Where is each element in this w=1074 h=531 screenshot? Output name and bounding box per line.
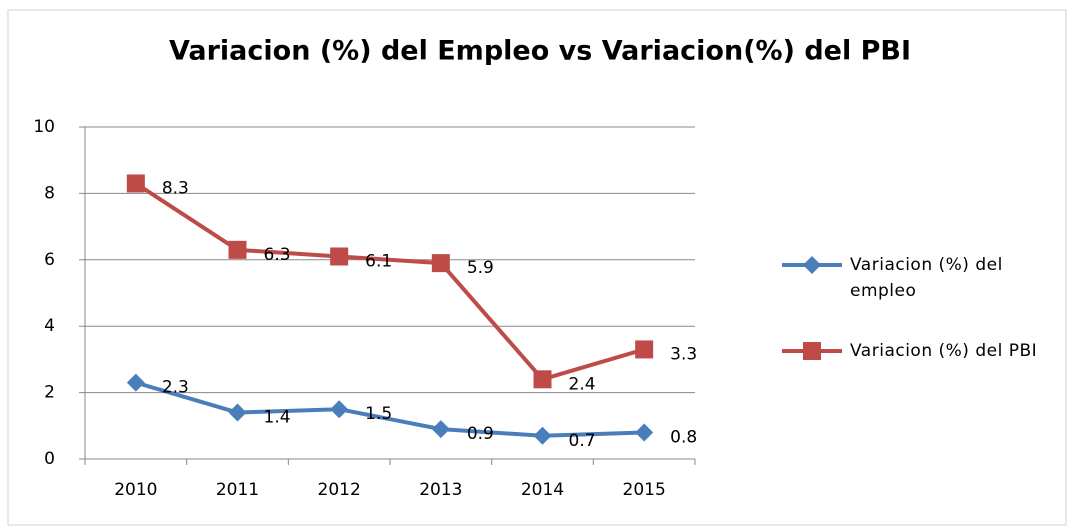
legend-label: Variacion (%) del empleo (850, 255, 1003, 301)
data-point (228, 240, 247, 259)
series-line (135, 380, 645, 438)
y-tick-label: 2 (44, 383, 55, 403)
data-label: 3.3 (670, 344, 697, 364)
series-line (134, 181, 645, 382)
data-label: 6.1 (365, 251, 392, 271)
data-label: 1.4 (264, 408, 291, 428)
x-tick-label: 2014 (521, 480, 564, 500)
y-tick-label: 0 (44, 449, 55, 469)
x-tick-label: 2012 (318, 480, 361, 500)
legend-marker (803, 256, 821, 274)
legend-icon (782, 256, 842, 274)
legend-label: Variacion (%) del PBI (850, 341, 1038, 361)
data-label: 0.8 (670, 427, 697, 447)
data-point (533, 370, 552, 389)
data-label: 8.3 (162, 178, 189, 198)
data-point (330, 247, 349, 266)
data-label: 0.7 (569, 431, 596, 451)
legend-item: Variacion (%) del empleo (780, 252, 1070, 304)
data-label: 5.9 (467, 258, 494, 278)
legend-marker (803, 342, 821, 360)
legend-item: Variacion (%) del PBI (780, 338, 1070, 364)
data-label: 6.3 (264, 245, 291, 265)
data-label: 0.9 (467, 424, 494, 444)
data-label: 2.3 (162, 378, 189, 398)
data-point (431, 420, 450, 439)
data-label: 1.5 (365, 404, 392, 424)
data-point (431, 254, 450, 273)
x-tick-label: 2013 (419, 480, 462, 500)
x-tick-label: 2010 (114, 480, 157, 500)
data-point (635, 423, 654, 442)
x-tick-label: 2011 (216, 480, 259, 500)
data-point (126, 174, 145, 193)
legend-icon (782, 342, 842, 360)
data-point (126, 373, 145, 392)
data-point (533, 426, 552, 445)
data-point (635, 340, 654, 359)
y-tick-label: 4 (44, 316, 55, 336)
y-tick-label: 6 (44, 250, 55, 270)
chart-title: Variacion (%) del Empleo vs Variacion(%)… (169, 36, 911, 67)
y-tick-label: 8 (44, 183, 55, 203)
data-point (228, 403, 247, 422)
y-tick-label: 10 (33, 117, 55, 137)
data-point (330, 400, 349, 419)
data-label: 2.4 (569, 374, 596, 394)
x-tick-label: 2015 (623, 480, 666, 500)
